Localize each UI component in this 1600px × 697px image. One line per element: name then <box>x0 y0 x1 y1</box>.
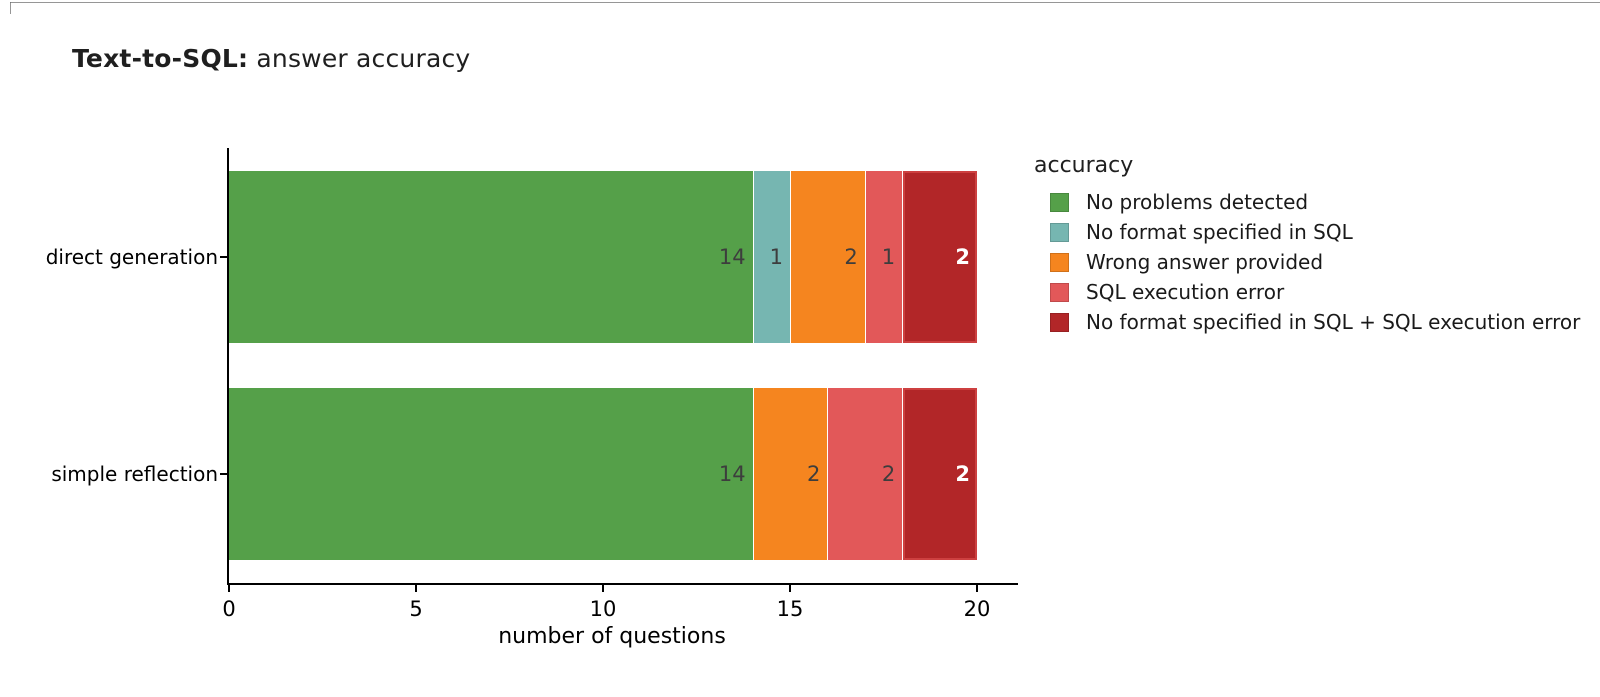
x-tick-mark <box>602 585 604 592</box>
y-tick-mark <box>220 473 227 475</box>
x-tick-label: 15 <box>776 597 804 621</box>
x-tick-label: 5 <box>409 597 423 621</box>
legend: accuracy No problems detected No format s… <box>1034 153 1580 337</box>
bar-segment: 1 <box>752 171 790 343</box>
x-tick-label: 20 <box>963 597 991 621</box>
bar-segment: 2 <box>827 388 903 560</box>
y-tick-label: simple reflection <box>51 462 218 486</box>
bar-segment: 2 <box>902 388 977 560</box>
bar-segment: 2 <box>902 171 977 343</box>
bar-segment: 14 <box>229 388 753 560</box>
x-axis-line <box>227 583 1018 585</box>
legend-item: No problems detected <box>1050 187 1580 217</box>
x-tick-mark <box>415 585 417 592</box>
legend-swatch <box>1050 192 1069 212</box>
legend-item: Wrong answer provided <box>1050 247 1580 277</box>
segment-value-label: 1 <box>769 244 783 269</box>
segment-value-label: 2 <box>807 461 821 486</box>
segment-value-label: 2 <box>881 461 896 486</box>
bar-direct-generation: 14 1 2 1 2 <box>229 171 977 343</box>
x-tick-label: 0 <box>222 597 236 621</box>
crop-border-artifact <box>10 2 1600 3</box>
chart-title: Text-to-SQL: answer accuracy <box>72 44 470 73</box>
segment-value-label: 1 <box>881 244 896 269</box>
segment-value-label: 2 <box>844 244 858 269</box>
y-tick-mark <box>220 256 227 258</box>
crop-border-artifact <box>10 2 11 14</box>
legend-title: accuracy <box>1034 153 1134 178</box>
bar-segment: 1 <box>864 171 903 343</box>
chart-title-bold: Text-to-SQL: <box>72 44 249 73</box>
legend-swatch <box>1050 252 1069 272</box>
x-tick-label: 10 <box>589 597 617 621</box>
y-tick-label: direct generation <box>45 245 218 269</box>
legend-item: No format specified in SQL + SQL executi… <box>1050 307 1580 337</box>
bar-segment: 14 <box>229 171 753 343</box>
legend-label: No format specified in SQL <box>1086 220 1353 244</box>
y-axis-line <box>227 148 229 585</box>
bar-segment: 2 <box>752 388 828 560</box>
legend-swatch <box>1050 282 1069 302</box>
segment-value-label: 2 <box>955 461 970 486</box>
legend-item: No format specified in SQL <box>1050 217 1580 247</box>
x-tick-mark <box>789 585 791 592</box>
legend-label: No problems detected <box>1086 190 1309 214</box>
bar-simple-reflection: 14 2 2 2 <box>229 388 977 560</box>
segment-value-label: 2 <box>955 244 970 269</box>
legend-swatch <box>1050 222 1069 242</box>
x-axis-title: number of questions <box>498 624 726 649</box>
chart-title-rest: answer accuracy <box>248 44 471 73</box>
legend-label: No format specified in SQL + SQL executi… <box>1086 310 1581 334</box>
legend-swatch <box>1050 312 1069 332</box>
x-tick-mark <box>976 585 978 592</box>
legend-label: Wrong answer provided <box>1086 250 1324 274</box>
segment-value-label: 14 <box>718 244 746 269</box>
bar-segment: 2 <box>789 171 865 343</box>
legend-item: SQL execution error <box>1050 277 1580 307</box>
legend-label: SQL execution error <box>1086 280 1285 304</box>
x-tick-mark <box>228 585 230 592</box>
segment-value-label: 14 <box>718 461 746 486</box>
legend-items: No problems detected No format specified … <box>1050 187 1580 337</box>
